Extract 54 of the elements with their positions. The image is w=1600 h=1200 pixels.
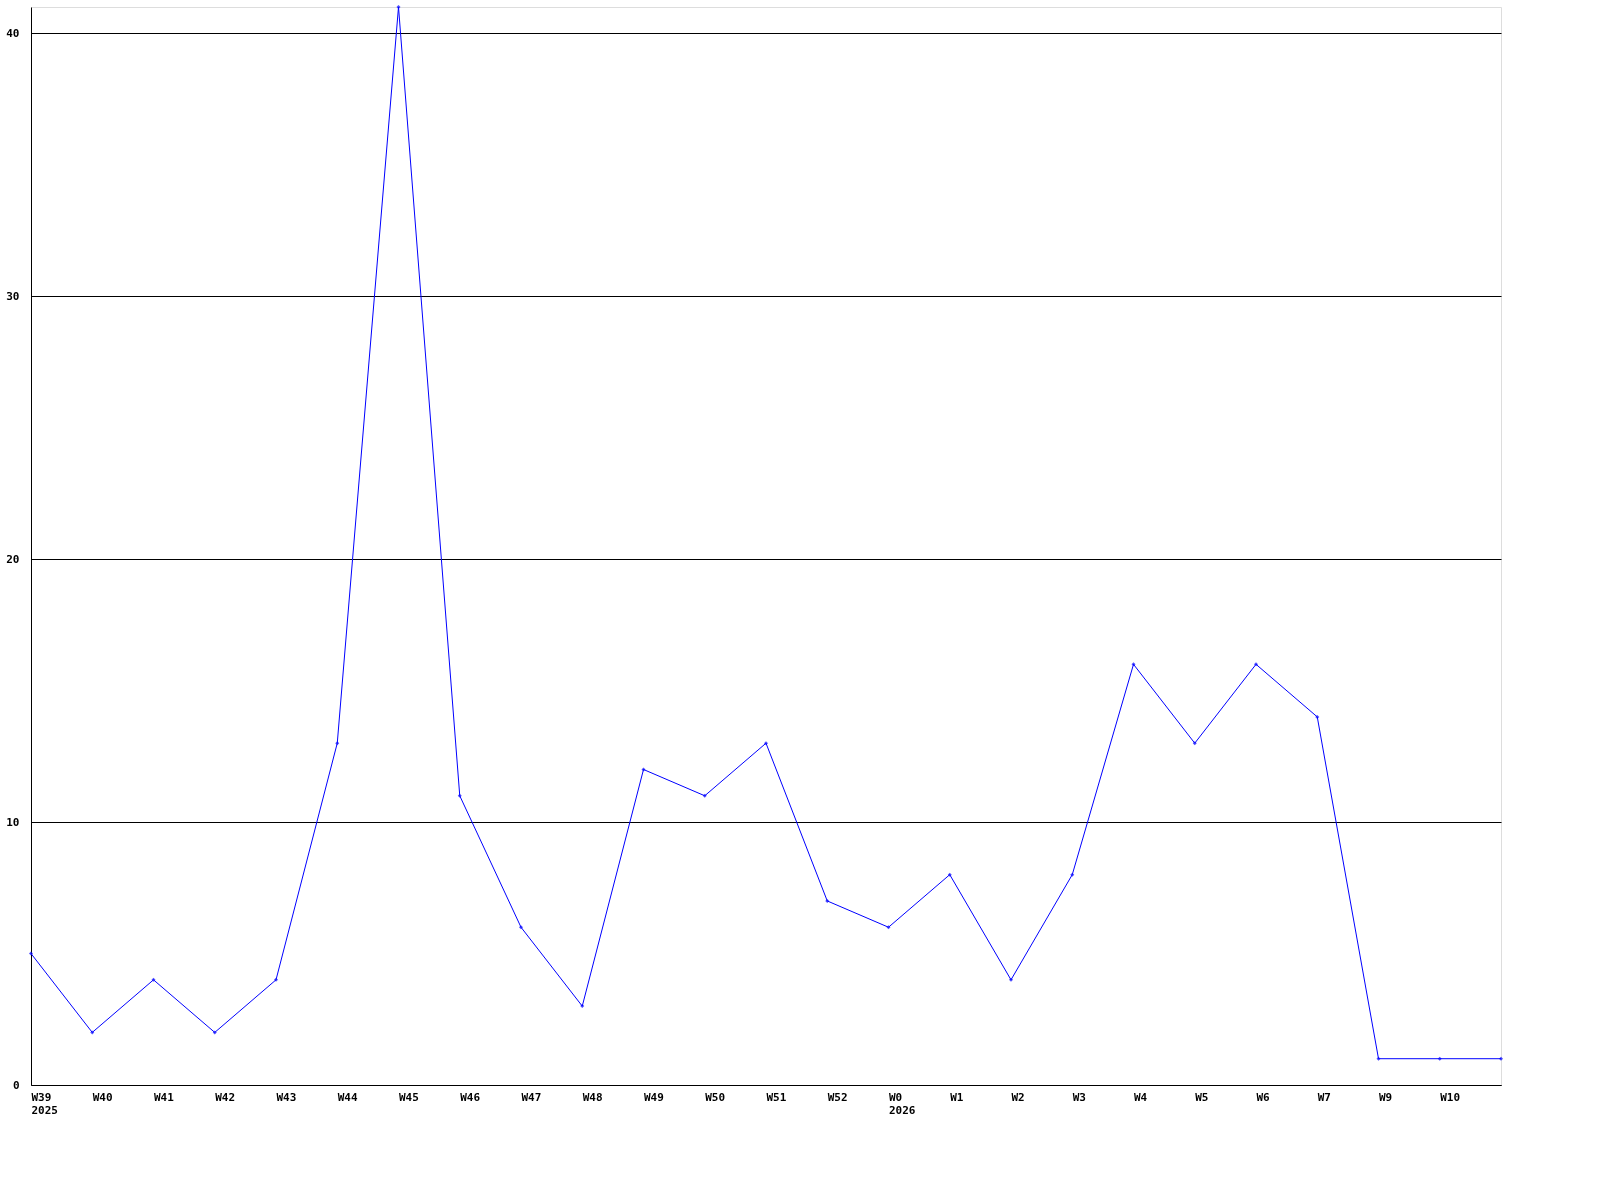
y-tick-label: 20 (6, 552, 20, 566)
point (396, 5, 401, 9)
x-tick-label: W4 (1134, 1090, 1148, 1104)
point (457, 793, 462, 798)
point (580, 1004, 585, 1009)
y-tick-label: 10 (6, 815, 20, 829)
x-tick-label: W51 (766, 1090, 787, 1104)
x-tick-label: W2 (1011, 1090, 1025, 1104)
x-tick-label: W3 (1072, 1090, 1086, 1104)
point (1499, 1056, 1503, 1061)
x-tick-label: W1 (950, 1090, 964, 1104)
point (947, 872, 952, 877)
point (519, 925, 523, 930)
point (335, 741, 340, 746)
point (1437, 1056, 1442, 1061)
y-tick-label: 40 (6, 26, 20, 40)
point (90, 1030, 95, 1035)
x-tick-label: W41 (154, 1090, 175, 1104)
y-tick-label: 0 (12, 1078, 20, 1092)
x-tick-label: W52 (827, 1090, 848, 1104)
x-tick-label: W5 (1195, 1090, 1209, 1104)
x-tick-label: W0 2026 (889, 1090, 916, 1117)
x-tick-label: W44 (337, 1090, 358, 1104)
x-tick-label: W43 (276, 1090, 297, 1104)
x-tick-label: W39 2025 (31, 1090, 58, 1117)
x-tick-label: W42 (215, 1090, 236, 1104)
x-tick-label: W40 (92, 1090, 113, 1104)
x-tick-label: W46 (460, 1090, 481, 1104)
x-tick-label: W9 (1379, 1090, 1393, 1104)
point (212, 1030, 217, 1035)
point (1376, 1056, 1381, 1061)
x-tick-label: W49 (644, 1090, 664, 1104)
point (151, 977, 156, 982)
point (886, 925, 891, 930)
point (1131, 662, 1136, 667)
point (1315, 714, 1320, 719)
x-tick-label: W50 (705, 1090, 726, 1104)
x-tick-label: W6 (1256, 1090, 1271, 1104)
point (1192, 741, 1197, 746)
point (1070, 872, 1075, 877)
point (702, 793, 707, 798)
x-tick-label: W45 (399, 1090, 419, 1104)
y-tick-label: 30 (6, 289, 20, 303)
point (641, 767, 646, 772)
x-tick-label: W48 (582, 1090, 603, 1104)
point (825, 898, 830, 903)
point (764, 741, 768, 746)
x-tick-label: W7 (1317, 1090, 1331, 1104)
point (1009, 977, 1013, 982)
point (1254, 662, 1258, 667)
x-tick-label: W10 (1440, 1090, 1461, 1104)
x-tick-label: W47 (521, 1090, 542, 1104)
point (29, 951, 33, 956)
point (274, 977, 278, 982)
